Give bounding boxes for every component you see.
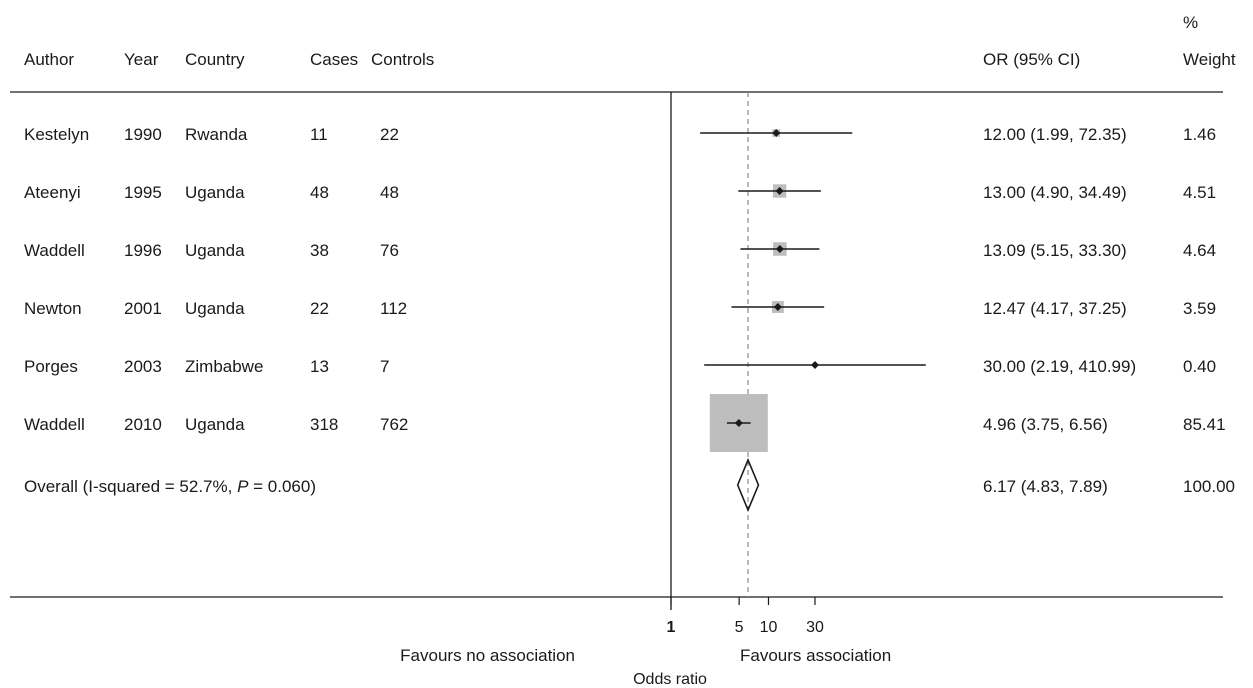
study-or-ci: 12.47 (4.17, 37.25) (983, 299, 1127, 318)
overall-label: Overall (I-squared = 52.7%, P = 0.060) (24, 477, 316, 496)
study-row: Kestelyn 1990 Rwanda 11 22 12.00 (1.99, 72.35… (24, 125, 1216, 144)
study-row: Porges 2003 Zimbabwe 13 7 30.00 (2.19, 410.99… (24, 357, 1216, 376)
study-point-estimate (811, 361, 819, 369)
study-rows: Kestelyn 1990 Rwanda 11 22 12.00 (1.99, 72.35… (24, 125, 1226, 452)
study-row: Waddell 1996 Uganda 38 76 13.09 (5.15, 33.30)… (24, 241, 1216, 260)
study-author: Newton (24, 299, 82, 318)
x-axis-label: Odds ratio (633, 671, 707, 688)
study-weight: 4.64 (1183, 241, 1216, 260)
study-controls: 76 (380, 241, 399, 260)
study-or-ci: 30.00 (2.19, 410.99) (983, 357, 1136, 376)
study-cases: 48 (310, 183, 329, 202)
header-or-ci: OR (95% CI) (983, 50, 1080, 69)
study-row: Newton 2001 Uganda 22 112 12.47 (4.17, 37.25)… (24, 299, 1216, 318)
study-weight: 3.59 (1183, 299, 1216, 318)
header-weight-percent: % (1183, 13, 1198, 32)
study-point-estimate (734, 419, 743, 427)
overall-row: Overall (I-squared = 52.7%, P = 0.060) 6… (24, 457, 1235, 513)
study-point-estimate (772, 129, 781, 137)
study-controls: 7 (380, 357, 389, 376)
x-axis-annotations: Favours no association Favours associati… (400, 646, 891, 688)
study-row: Ateenyi 1995 Uganda 48 48 13.00 (4.90, 34.49)… (24, 183, 1216, 202)
study-controls: 48 (380, 183, 399, 202)
study-controls: 762 (380, 415, 408, 434)
study-year: 2003 (124, 357, 162, 376)
study-cases: 13 (310, 357, 329, 376)
study-year: 2001 (124, 299, 162, 318)
study-weight: 0.40 (1183, 357, 1216, 376)
study-cases: 318 (310, 415, 338, 434)
study-author: Porges (24, 357, 78, 376)
study-point-estimate (773, 303, 782, 311)
x-tick-label: 1 (667, 619, 676, 636)
x-axis: 1 5 10 30 (667, 597, 824, 636)
study-year: 2010 (124, 415, 162, 434)
study-author: Waddell (24, 241, 85, 260)
x-tick-label: 5 (735, 619, 744, 636)
study-or-ci: 4.96 (3.75, 6.56) (983, 415, 1108, 434)
header-cases: Cases (310, 50, 358, 69)
study-cases: 22 (310, 299, 329, 318)
study-country: Uganda (185, 299, 245, 318)
study-weight: 1.46 (1183, 125, 1216, 144)
study-cases: 38 (310, 241, 329, 260)
study-country: Zimbabwe (185, 357, 263, 376)
header-year: Year (124, 50, 159, 69)
study-author: Ateenyi (24, 183, 81, 202)
study-or-ci: 12.00 (1.99, 72.35) (983, 125, 1127, 144)
study-country: Uganda (185, 183, 245, 202)
reference-lines (670, 92, 749, 610)
study-year: 1996 (124, 241, 162, 260)
study-author: Waddell (24, 415, 85, 434)
overall-weight: 100.00 (1183, 477, 1235, 496)
x-tick-label: 10 (760, 619, 778, 636)
header-weight: Weight (1183, 50, 1236, 69)
study-or-ci: 13.09 (5.15, 33.30) (983, 241, 1127, 260)
favours-association: Favours association (740, 646, 891, 665)
study-author: Kestelyn (24, 125, 89, 144)
overall-or-ci: 6.17 (4.83, 7.89) (983, 477, 1108, 496)
header-author: Author (24, 50, 74, 69)
study-country: Uganda (185, 415, 245, 434)
header-controls: Controls (371, 50, 434, 69)
study-row: Waddell 2010 Uganda 318 762 4.96 (3.75, 6.56)… (24, 394, 1226, 452)
column-headers: Author Year Country Cases Controls OR (9… (24, 13, 1236, 69)
study-point-estimate (775, 245, 784, 253)
favours-no-association: Favours no association (400, 646, 575, 665)
study-year: 1990 (124, 125, 162, 144)
study-or-ci: 13.00 (4.90, 34.49) (983, 183, 1127, 202)
overall-diamond (736, 457, 760, 513)
header-country: Country (185, 50, 245, 69)
study-cases: 11 (310, 125, 328, 144)
x-tick-label: 30 (806, 619, 824, 636)
study-weight: 4.51 (1183, 183, 1216, 202)
study-weight: 85.41 (1183, 415, 1226, 434)
study-controls: 22 (380, 125, 399, 144)
study-point-estimate (775, 187, 784, 195)
study-country: Rwanda (185, 125, 248, 144)
study-controls: 112 (380, 299, 407, 318)
study-year: 1995 (124, 183, 162, 202)
study-country: Uganda (185, 241, 245, 260)
